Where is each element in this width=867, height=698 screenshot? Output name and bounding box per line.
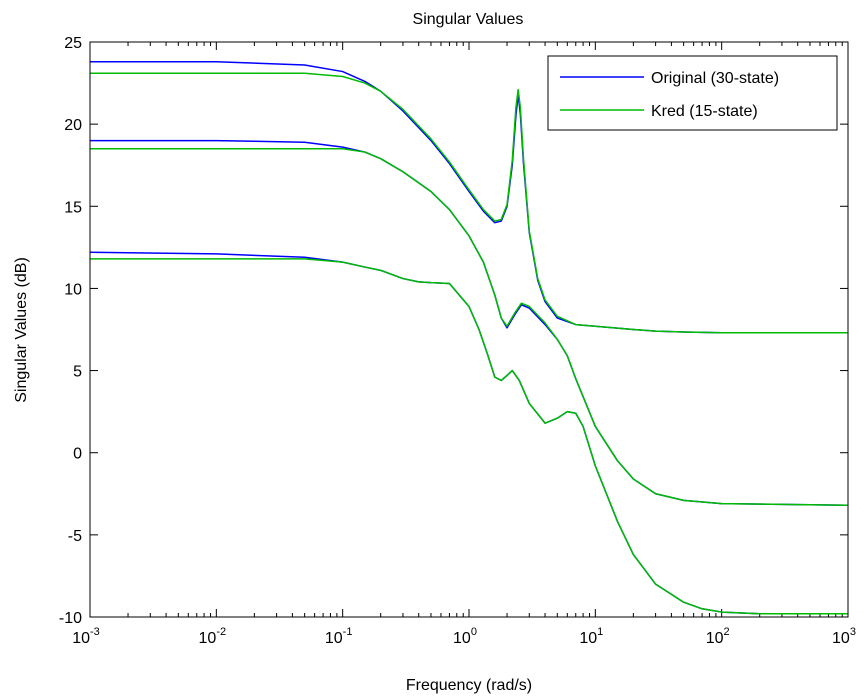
x-tick-label: 103 xyxy=(832,626,856,647)
y-tick-label: 5 xyxy=(73,364,82,381)
y-axis-label: Singular Values (dB) xyxy=(13,257,30,403)
y-tick-label: -5 xyxy=(68,528,82,545)
x-tick-label: 100 xyxy=(453,626,477,647)
y-tick-labels: 25 20 15 10 5 0 -5 -10 xyxy=(59,35,82,627)
y-tick-label: 0 xyxy=(73,446,82,463)
x-tick-label: 101 xyxy=(579,626,603,647)
kred-singular-value-curve-2 xyxy=(90,148,849,507)
x-tick-label: 10-3 xyxy=(72,626,100,647)
kred-singular-value-curve-3 xyxy=(90,258,848,615)
x-tick-labels: 10-3 10-2 10-1 100 101 102 103 xyxy=(72,626,856,647)
x-tick-label: 10-1 xyxy=(325,626,353,647)
x-tick-label: 10-2 xyxy=(199,626,227,647)
legend: Original (30-state) Kred (15-state) xyxy=(547,55,838,131)
y-ticks xyxy=(90,41,848,618)
x-tick-exponent: 1 xyxy=(597,626,603,638)
legend-box xyxy=(547,55,838,131)
x-tick-base: 10 xyxy=(199,630,217,647)
legend-label-kred: Kred (15-state) xyxy=(651,103,758,120)
x-tick-base: 10 xyxy=(325,630,343,647)
plot-frame xyxy=(89,41,849,618)
legend-label-original: Original (30-state) xyxy=(651,70,779,87)
y-tick-label: 10 xyxy=(64,281,82,298)
y-tick-label: 20 xyxy=(64,117,82,134)
x-tick-exponent: -1 xyxy=(343,626,353,638)
y-tick-label: 25 xyxy=(64,35,82,52)
chart-title: Singular Values xyxy=(413,11,524,28)
x-tick-exponent: 2 xyxy=(724,626,730,638)
x-tick-label: 102 xyxy=(706,626,730,647)
x-axis-label: Frequency (rad/s) xyxy=(406,677,532,694)
series-layer xyxy=(89,60,849,615)
x-minor-ticks xyxy=(127,42,843,617)
x-tick-exponent: 3 xyxy=(850,626,856,638)
x-tick-base: 10 xyxy=(453,630,471,647)
plot-area xyxy=(90,42,848,617)
kred-singular-value-curve-1 xyxy=(90,72,848,334)
x-tick-base: 10 xyxy=(832,630,850,647)
x-tick-exponent: -2 xyxy=(216,626,226,638)
x-tick-exponent: 0 xyxy=(471,626,477,638)
y-tick-label: 15 xyxy=(64,199,82,216)
x-tick-base: 10 xyxy=(72,630,90,647)
x-tick-exponent: -3 xyxy=(90,626,100,638)
x-tick-base: 10 xyxy=(706,630,724,647)
y-tick-label: -10 xyxy=(59,610,82,627)
x-tick-base: 10 xyxy=(579,630,597,647)
